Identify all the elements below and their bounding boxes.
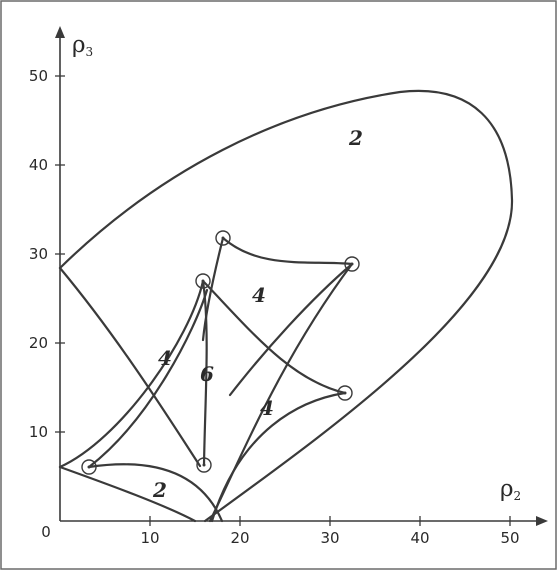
left-cusp-curve (58, 266, 202, 468)
y-tick-label-50: 50 (29, 67, 48, 85)
bottom-lobe-top-curve (87, 463, 224, 523)
marker-upper-left (195, 273, 211, 289)
point-markers (81, 230, 360, 475)
y-tick-label-10: 10 (29, 423, 48, 441)
y-axis-label: ρ3 (72, 32, 93, 59)
marker-left-ring (81, 459, 97, 475)
center-left-curve (201, 279, 208, 467)
marker-right-dot (343, 391, 347, 395)
origin-label: 0 (41, 523, 51, 541)
marker-right (337, 385, 353, 401)
x-tick-label-20: 20 (230, 529, 249, 547)
x-tick-label-50: 50 (500, 529, 519, 547)
x-axis-label: ρ2 (500, 476, 521, 503)
region-label-center: 6 (200, 362, 214, 386)
marker-upper-right (344, 256, 360, 272)
center-diagonal-curve (201, 279, 347, 395)
marker-right-ring (337, 385, 353, 401)
region-label-lower-right: 4 (260, 396, 274, 420)
region-label-outer: 2 (348, 126, 363, 150)
left-inner-diagonal-curve (87, 288, 209, 469)
marker-left (81, 459, 97, 475)
region-label-left: 4 (158, 346, 172, 370)
outer-boundary-curve (58, 89, 514, 523)
marker-upper-left-dot (201, 279, 205, 283)
marker-top-dot (221, 236, 225, 240)
x-axis-label-main: ρ (500, 476, 514, 502)
marker-center-bottom (196, 457, 212, 473)
upper-lobe-top-curve (221, 236, 354, 266)
lower-right-curve (210, 391, 347, 523)
x-tick-label-40: 40 (410, 529, 429, 547)
x-axis-arrow (536, 516, 548, 526)
y-axis-label-main: ρ (72, 32, 86, 58)
left-outer-diagonal-curve (58, 279, 205, 469)
region-label-upper-right: 4 (252, 283, 266, 307)
y-axis-arrow (55, 26, 65, 38)
marker-upper-right-ring (344, 256, 360, 272)
upper-lobe-right-curve (228, 262, 354, 397)
marker-center-bottom-dot (202, 463, 206, 467)
x-ticks (149, 516, 511, 526)
marker-top-ring (215, 230, 231, 246)
upper-lobe-left-curve (201, 236, 225, 342)
region-label-bottom: 2 (152, 478, 167, 502)
marker-left-dot (87, 465, 91, 469)
y-tick-label-20: 20 (29, 334, 48, 352)
marker-top (215, 230, 231, 246)
y-tick-label-40: 40 (29, 156, 48, 174)
x-tick-label-10: 10 (140, 529, 159, 547)
x-axis-label-sub: 2 (514, 489, 522, 503)
marker-upper-left-ring (195, 273, 211, 289)
x-tick-label-30: 30 (320, 529, 339, 547)
marker-upper-right-dot (350, 262, 354, 266)
y-ticks (55, 75, 65, 433)
lower-left-boundary-curve (58, 465, 197, 523)
marker-center-bottom-ring (196, 457, 212, 473)
y-tick-label-30: 30 (29, 245, 48, 263)
y-axis-label-sub: 3 (86, 45, 94, 59)
